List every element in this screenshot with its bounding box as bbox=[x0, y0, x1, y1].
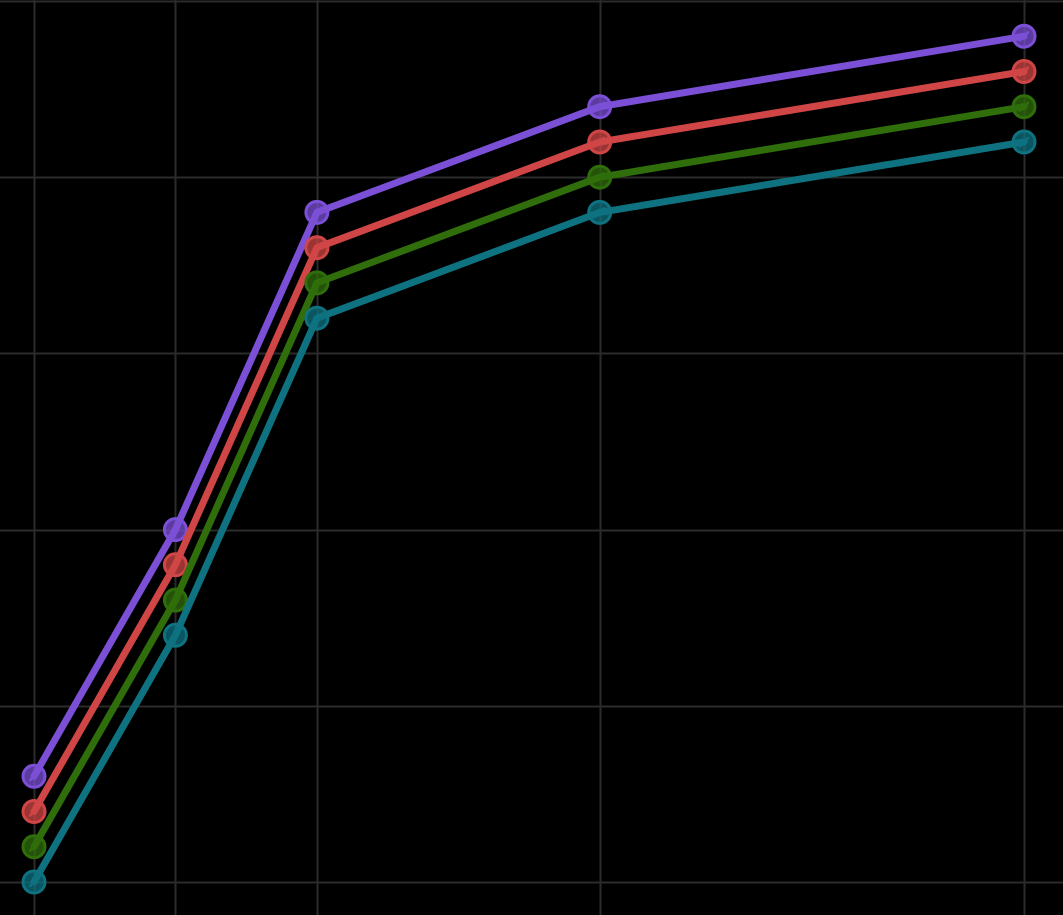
data-point-mark bbox=[311, 277, 323, 289]
series-3 bbox=[21, 94, 1037, 860]
data-point-mark bbox=[170, 630, 181, 641]
series-group bbox=[21, 23, 1037, 895]
data-point-mark bbox=[594, 207, 605, 218]
data-point-mark bbox=[28, 771, 40, 782]
data-point-mark bbox=[594, 171, 605, 183]
data-point-mark bbox=[170, 594, 181, 606]
data-point-mark bbox=[594, 136, 605, 148]
data-point-mark bbox=[170, 524, 181, 535]
data-point-mark bbox=[1018, 66, 1030, 77]
series-2 bbox=[21, 59, 1037, 824]
data-point-mark bbox=[28, 806, 40, 817]
data-point-mark bbox=[1018, 136, 1030, 148]
data-point-mark bbox=[170, 559, 181, 571]
data-point-mark bbox=[311, 312, 323, 324]
data-point-mark bbox=[594, 101, 605, 112]
series-4 bbox=[21, 129, 1037, 895]
data-point-mark bbox=[311, 207, 323, 218]
data-point-mark bbox=[28, 841, 40, 853]
series-1 bbox=[21, 23, 1037, 789]
data-point-mark bbox=[28, 876, 40, 888]
data-point-mark bbox=[1018, 101, 1030, 112]
data-point-mark bbox=[311, 242, 323, 253]
data-point-mark bbox=[1018, 30, 1030, 42]
